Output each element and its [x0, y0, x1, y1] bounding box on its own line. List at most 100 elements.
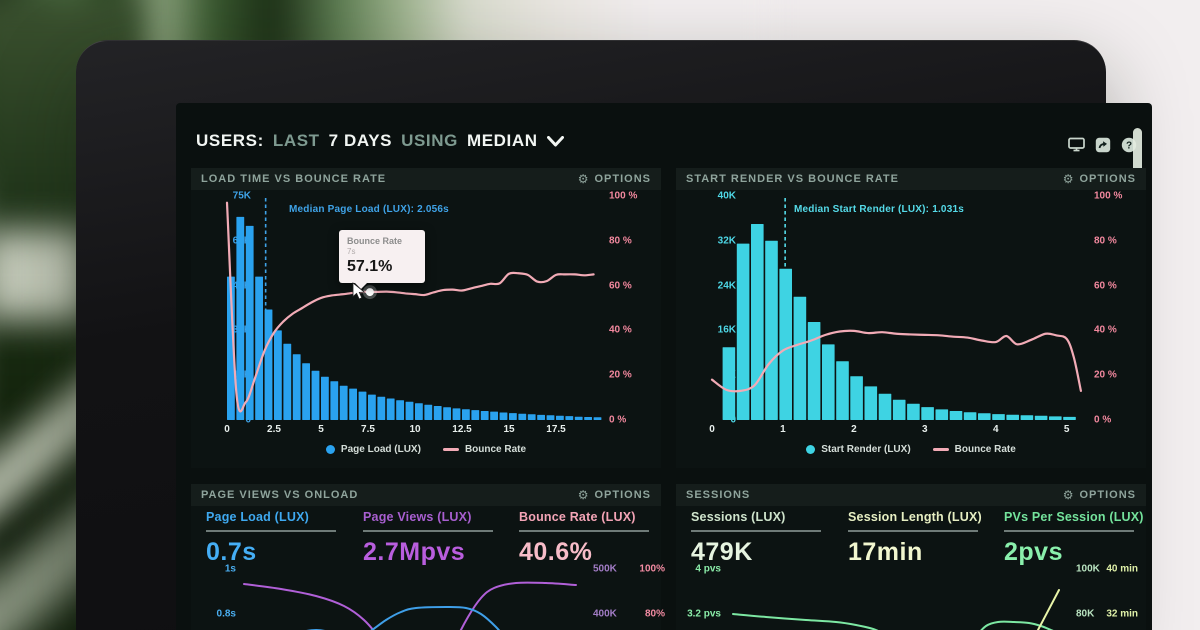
- bar[interactable]: [245, 225, 254, 420]
- bar[interactable]: [850, 376, 863, 420]
- bar[interactable]: [537, 414, 545, 420]
- chart-plot[interactable]: Median Start Render (LUX): 1.031s: [710, 196, 1088, 420]
- bar[interactable]: [793, 296, 807, 420]
- bar[interactable]: [722, 347, 736, 420]
- bar[interactable]: [452, 408, 461, 420]
- chart-plot[interactable]: [726, 562, 1060, 630]
- legend-item-page-load[interactable]: Page Load (LUX): [325, 444, 421, 455]
- bar[interactable]: [368, 394, 376, 420]
- bar[interactable]: [443, 407, 451, 420]
- bar[interactable]: [864, 386, 878, 420]
- users-period-dropdown[interactable]: USERS: LAST 7 DAYS USING MEDIAN: [196, 131, 564, 151]
- chart-plot[interactable]: [236, 562, 577, 630]
- y-axis-label: 20 %: [1094, 369, 1117, 381]
- options-button[interactable]: ⚙ OPTIONS: [578, 489, 651, 501]
- panel-title: SESSIONS: [686, 489, 751, 501]
- legend-item-bounce-rate[interactable]: Bounce Rate: [442, 444, 526, 455]
- panel-header: PAGE VIEWS VS ONLOAD ⚙ OPTIONS: [191, 484, 661, 506]
- bar[interactable]: [339, 385, 348, 420]
- bar[interactable]: [949, 411, 963, 420]
- bar[interactable]: [822, 344, 835, 420]
- bar[interactable]: [574, 416, 583, 420]
- display-icon[interactable]: [1068, 136, 1085, 153]
- bar[interactable]: [330, 381, 339, 420]
- bar[interactable]: [765, 240, 778, 420]
- bar[interactable]: [1034, 415, 1048, 420]
- legend-label: Bounce Rate: [954, 444, 1016, 455]
- bar[interactable]: [415, 403, 423, 420]
- share-icon[interactable]: [1094, 136, 1111, 153]
- bar[interactable]: [992, 414, 1005, 420]
- bar[interactable]: [292, 354, 301, 420]
- bar[interactable]: [751, 224, 764, 420]
- gear-icon: ⚙: [1062, 488, 1075, 502]
- bar[interactable]: [546, 415, 555, 420]
- y-axis-label: 1s: [224, 563, 236, 575]
- bar[interactable]: [396, 400, 404, 420]
- bar[interactable]: [1020, 415, 1034, 420]
- bar[interactable]: [736, 243, 750, 420]
- y-axis-label: 60 %: [609, 280, 632, 292]
- bar[interactable]: [311, 370, 320, 420]
- bar[interactable]: [264, 309, 273, 421]
- bar[interactable]: [480, 411, 489, 420]
- bar[interactable]: [274, 330, 282, 420]
- bar[interactable]: [386, 398, 395, 421]
- y-axis-label: 3.2 pvs: [687, 608, 721, 620]
- y-axis-label: 4 pvs: [695, 563, 721, 575]
- help-icon[interactable]: ?: [1120, 136, 1137, 153]
- bar[interactable]: [935, 409, 949, 420]
- legend-item-bounce-rate[interactable]: Bounce Rate: [932, 444, 1016, 455]
- bar[interactable]: [1049, 416, 1062, 420]
- x-axis-label: 5: [318, 424, 324, 435]
- bar[interactable]: [462, 409, 470, 420]
- legend-item-start-render[interactable]: Start Render (LUX): [806, 444, 911, 455]
- bar[interactable]: [907, 403, 920, 420]
- bar[interactable]: [1006, 414, 1019, 420]
- bar[interactable]: [349, 388, 357, 420]
- bar[interactable]: [424, 404, 433, 420]
- bar[interactable]: [377, 396, 386, 420]
- bar[interactable]: [978, 413, 991, 420]
- bar[interactable]: [527, 414, 536, 420]
- bar[interactable]: [584, 417, 592, 420]
- options-button[interactable]: ⚙ OPTIONS: [1063, 489, 1136, 501]
- mouse-cursor-icon: [352, 282, 366, 300]
- metric-value: 0.7s: [206, 538, 257, 566]
- bar[interactable]: [556, 415, 564, 420]
- bar[interactable]: [471, 410, 480, 420]
- bar[interactable]: [358, 391, 367, 420]
- bar[interactable]: [499, 412, 508, 421]
- bar[interactable]: [236, 216, 245, 420]
- x-axis-label: 1: [780, 424, 786, 435]
- bar[interactable]: [1063, 416, 1076, 420]
- bar[interactable]: [433, 406, 442, 420]
- metric-underline: [691, 530, 821, 532]
- bar[interactable]: [283, 343, 292, 420]
- bar[interactable]: [963, 412, 977, 420]
- bar[interactable]: [779, 268, 792, 420]
- bar[interactable]: [565, 416, 574, 420]
- bar[interactable]: [807, 322, 821, 420]
- bar[interactable]: [878, 393, 892, 420]
- gear-icon: ⚙: [1062, 172, 1075, 186]
- bar[interactable]: [405, 401, 414, 420]
- y-axis-label: 80%: [644, 608, 665, 620]
- bar[interactable]: [302, 363, 310, 420]
- chart-plot[interactable]: Median Page Load (LUX): 2.056s Bounce Ra…: [225, 196, 603, 421]
- bar[interactable]: [509, 413, 517, 420]
- options-button[interactable]: ⚙ OPTIONS: [578, 173, 651, 185]
- bar[interactable]: [921, 407, 934, 420]
- x-axis-label: 17.5: [546, 424, 566, 435]
- bar[interactable]: [518, 413, 527, 420]
- metric-label: Page Views (LUX): [363, 510, 472, 524]
- bar[interactable]: [593, 417, 602, 420]
- bar[interactable]: [490, 411, 498, 420]
- bar[interactable]: [892, 399, 906, 420]
- options-button[interactable]: ⚙ OPTIONS: [1063, 173, 1136, 185]
- options-label: OPTIONS: [1079, 173, 1136, 185]
- bar[interactable]: [836, 361, 849, 420]
- bar[interactable]: [255, 276, 263, 420]
- bar[interactable]: [321, 376, 329, 420]
- metric-label: Page Load (LUX): [206, 510, 310, 524]
